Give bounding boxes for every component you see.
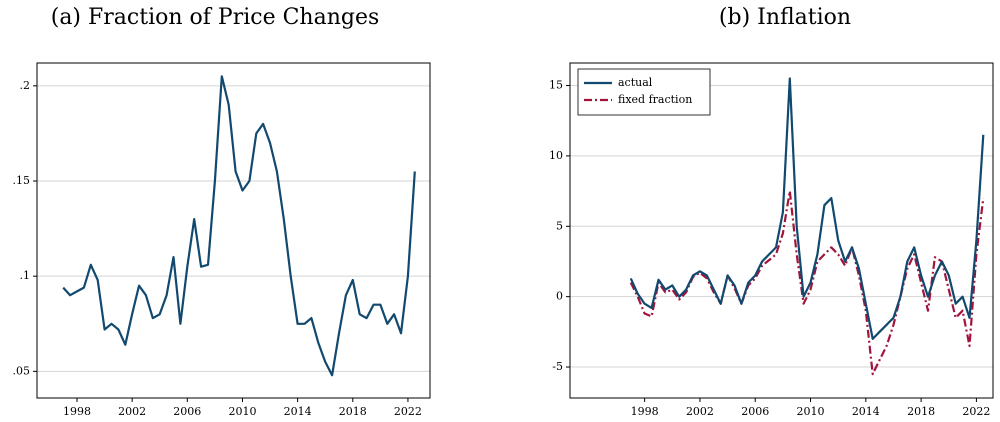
x-tick-label: 2002 (118, 405, 146, 418)
y-tick-label: .05 (13, 364, 31, 377)
y-tick-label: 5 (556, 219, 563, 232)
series-line (629, 77, 985, 340)
x-tick-label: 2018 (339, 405, 367, 418)
series-line (629, 190, 985, 376)
y-tick-label: .1 (20, 269, 31, 282)
plot-frame (569, 62, 994, 399)
legend-label: actual (618, 76, 653, 89)
y-tick-label: -5 (552, 360, 563, 373)
y-tick-label: 15 (549, 79, 563, 92)
plot-frame (36, 62, 431, 399)
series-line (62, 75, 416, 377)
panel: (b) Inflation -5 0 5 10 15 1998 2002 2006 2010 201… (549, 5, 994, 418)
chart-title: (a) Fraction of Price Changes (51, 5, 380, 30)
legend-label: fixed fraction (618, 93, 692, 106)
legend-box (577, 68, 711, 116)
x-tick-label: 2010 (228, 405, 256, 418)
x-tick-label: 2010 (797, 405, 825, 418)
x-tick-label: 1998 (63, 405, 91, 418)
y-tick-label: .2 (20, 79, 31, 92)
y-tick-label: .15 (13, 174, 31, 187)
chart-title: (b) Inflation (719, 5, 851, 30)
y-tick-label: 10 (549, 149, 563, 162)
x-tick-label: 1998 (631, 405, 659, 418)
x-tick-label: 2006 (741, 405, 769, 418)
x-tick-label: 2002 (686, 405, 714, 418)
x-tick-label: 2018 (907, 405, 935, 418)
x-tick-label: 2022 (962, 405, 990, 418)
x-tick-label: 2014 (284, 405, 312, 418)
x-tick-label: 2014 (852, 405, 880, 418)
y-tick-label: 0 (556, 290, 563, 303)
x-tick-label: 2022 (394, 405, 422, 418)
panel: (a) Fraction of Price Changes .05 .1 .15 .2 1… (13, 5, 431, 418)
x-tick-label: 2006 (173, 405, 201, 418)
